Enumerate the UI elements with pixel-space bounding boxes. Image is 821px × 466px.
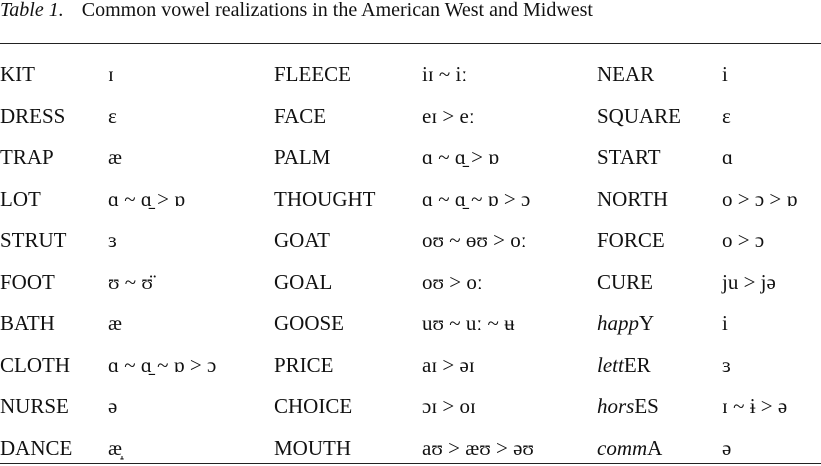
realization: ɜ: [722, 352, 731, 377]
realization: eɪ > eː: [422, 103, 475, 128]
realization: ɜ: [108, 228, 117, 252]
caption-label: Table 1.: [0, 0, 64, 21]
caption-title: Common vowel realizations in the America…: [81, 0, 593, 21]
plain-part: Y: [639, 311, 655, 335]
lexical-set: happY: [597, 311, 654, 335]
realization: ɔɪ > oɪ: [422, 394, 476, 418]
lexical-set: PRICE: [274, 352, 334, 377]
realization: aʊ > æʊ > əʊ: [422, 435, 534, 460]
realization: o > ɔ: [722, 228, 765, 252]
lexical-set: CURE: [597, 269, 654, 294]
realization: i: [722, 311, 728, 335]
lexical-set: GOOSE: [274, 311, 345, 335]
realization: ɑ ~ ɑ̠ ~ ɒ > ɔ: [422, 186, 531, 211]
realization: ɪ ~ ɨ > ə: [722, 394, 788, 418]
lexical-set: FLEECE: [274, 62, 351, 86]
realization: aɪ > əɪ: [422, 352, 475, 377]
realization: ju > jə: [722, 269, 776, 294]
italic-part: comm: [597, 435, 648, 460]
realization: ɑ ~ ɑ̠ > ɒ: [108, 186, 186, 211]
lexical-set: MOUTH: [274, 435, 351, 460]
realization: ɑ ~ ɑ̠ ~ ɒ > ɔ: [108, 352, 217, 377]
realization: æ̝: [108, 435, 123, 460]
italic-part: hors: [597, 394, 635, 418]
realization: ɛ: [108, 103, 117, 128]
realization: ɛ: [722, 103, 731, 128]
realization: o > ɔ > ɒ: [722, 186, 798, 211]
lexical-set: CHOICE: [274, 394, 353, 418]
caption: Table 1. Common vowel realizations in the…: [0, 0, 593, 22]
lexical-set: LOT: [0, 186, 41, 211]
plain-part: ES: [634, 394, 659, 418]
realization: iɪ ~ iː: [422, 62, 468, 86]
top-rule: [0, 43, 821, 44]
realization: ɑ: [722, 145, 733, 169]
lexical-set: lettER: [597, 353, 651, 377]
italic-part: lett: [597, 352, 624, 377]
lexical-set: commA: [597, 436, 662, 460]
lexical-set: THOUGHT: [274, 186, 376, 211]
lexical-set: SQUARE: [597, 103, 682, 128]
lexical-set: TRAP: [0, 145, 54, 169]
lexical-set: DANCE: [0, 435, 73, 460]
lexical-set: DRESS: [0, 103, 66, 128]
lexical-set: BATH: [0, 311, 55, 335]
realization: ʊ ~ ʊ̈: [108, 269, 153, 294]
realization: uʊ ~ uː ~ ʉ: [422, 311, 515, 335]
realization: i: [722, 62, 728, 86]
realization: æ: [108, 145, 123, 169]
lexical-set: FACE: [274, 103, 327, 128]
bottom-rule: [0, 463, 821, 464]
lexical-set: horsES: [597, 394, 659, 418]
lexical-set: CLOTH: [0, 352, 70, 377]
lexical-set: FOOT: [0, 269, 55, 294]
realization: ɑ ~ ɑ̠ > ɒ: [422, 145, 500, 169]
plain-part: A: [647, 435, 663, 460]
realization: ə: [108, 394, 118, 418]
realization: ɪ: [108, 62, 114, 86]
lexical-set: NORTH: [597, 186, 669, 211]
realization: ə: [722, 435, 732, 460]
lexical-set: GOAT: [274, 228, 330, 252]
lexical-set: STRUT: [0, 228, 67, 252]
realization: æ: [108, 311, 123, 335]
lexical-set: START: [597, 145, 661, 169]
lexical-set: NURSE: [0, 394, 69, 418]
plain-part: ER: [623, 352, 651, 377]
realization: oʊ > oː: [422, 269, 483, 294]
realization: oʊ ~ ɵʊ > oː: [422, 228, 527, 252]
lexical-set: KIT: [0, 62, 35, 86]
lexical-set: PALM: [274, 145, 331, 169]
italic-part: happ: [597, 311, 639, 335]
lexical-set: NEAR: [597, 62, 655, 86]
lexical-set: GOAL: [274, 269, 333, 294]
lexical-set: FORCE: [597, 228, 665, 252]
